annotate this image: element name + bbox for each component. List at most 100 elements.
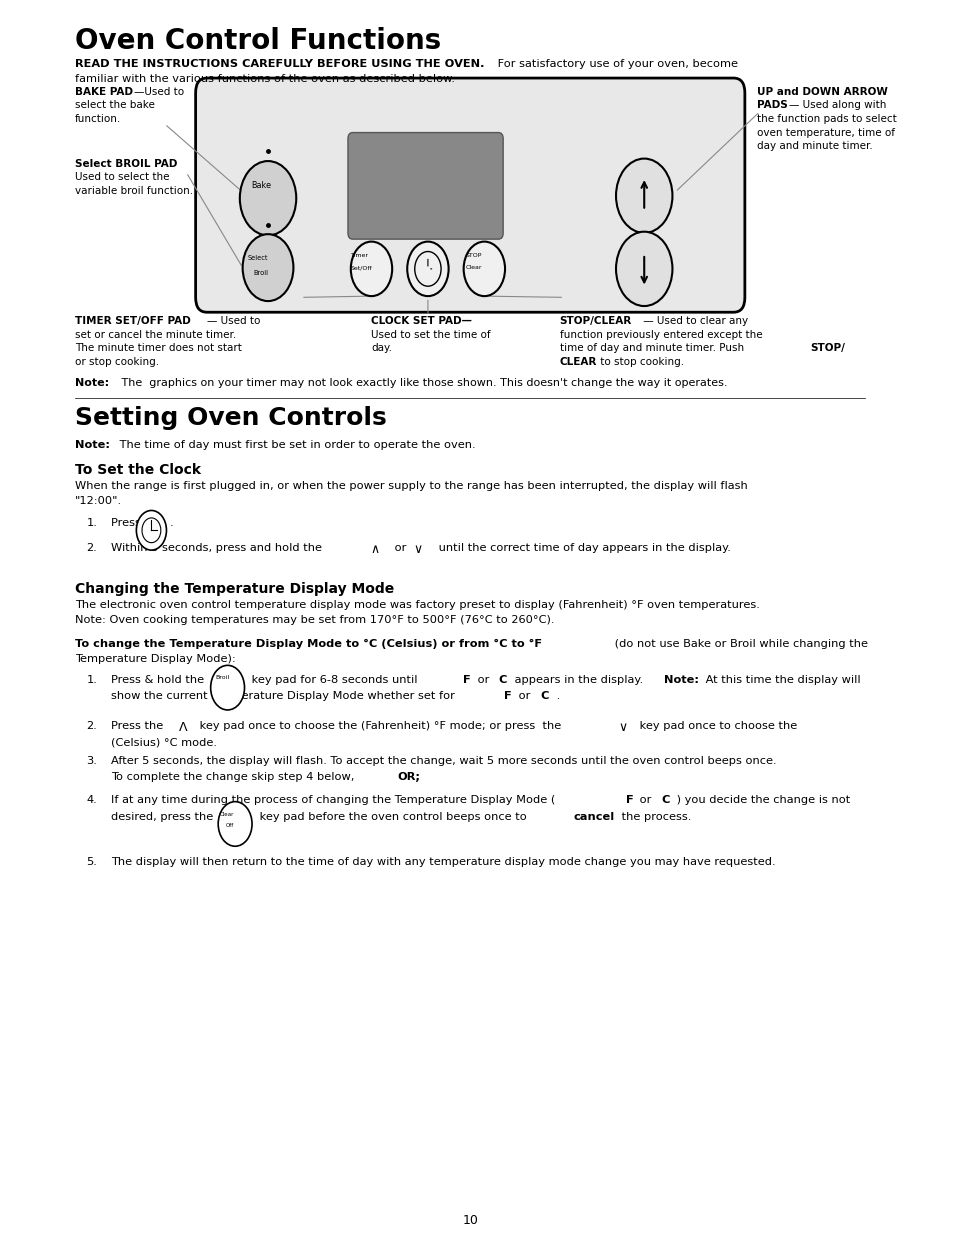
Text: oven temperature, time of: oven temperature, time of: [757, 128, 894, 138]
Text: key pad once to choose the (Fahrenheit) °F mode; or press  the: key pad once to choose the (Fahrenheit) …: [195, 721, 564, 731]
Text: BAKE PAD: BAKE PAD: [75, 87, 133, 97]
Text: Broil: Broil: [215, 675, 230, 680]
Text: ∧: ∧: [370, 543, 379, 555]
Circle shape: [239, 161, 296, 235]
Text: When the range is first plugged in, or when the power supply to the range has be: When the range is first plugged in, or w…: [75, 481, 747, 491]
Text: until the correct time of day appears in the display.: until the correct time of day appears in…: [434, 543, 730, 553]
Text: key pad once to choose the: key pad once to choose the: [635, 721, 796, 731]
Text: The electronic oven control temperature display mode was factory preset to displ: The electronic oven control temperature …: [75, 600, 760, 610]
Text: The time of day must first be set in order to operate the oven.: The time of day must first be set in ord…: [115, 440, 475, 450]
Text: TIMER SET/OFF PAD: TIMER SET/OFF PAD: [75, 316, 191, 326]
Text: 1.: 1.: [87, 518, 97, 528]
Text: Press: Press: [111, 518, 144, 528]
Text: set or cancel the minute timer.: set or cancel the minute timer.: [75, 330, 236, 339]
Circle shape: [407, 242, 448, 296]
Text: C: C: [497, 675, 506, 685]
Text: CLEAR: CLEAR: [559, 357, 597, 367]
Circle shape: [136, 510, 166, 550]
Text: .: .: [170, 518, 173, 528]
Text: key pad before the oven control beeps once to: key pad before the oven control beeps on…: [255, 812, 530, 821]
Text: To Set the Clock: To Set the Clock: [75, 463, 201, 477]
Text: The display will then return to the time of day with any temperature display mod: The display will then return to the time…: [111, 857, 775, 867]
Text: day.: day.: [371, 343, 392, 353]
Text: Λ: Λ: [178, 721, 187, 733]
Text: UP and DOWN ARROW: UP and DOWN ARROW: [757, 87, 887, 97]
Text: day and minute timer.: day and minute timer.: [757, 141, 872, 151]
Text: Note:: Note:: [663, 675, 699, 685]
Text: Within 5 seconds, press and hold the: Within 5 seconds, press and hold the: [111, 543, 325, 553]
Text: To complete the change skip step 4 below,: To complete the change skip step 4 below…: [111, 772, 357, 782]
Text: function.: function.: [75, 114, 121, 124]
Text: 5.: 5.: [87, 857, 97, 867]
Text: For satisfactory use of your oven, become: For satisfactory use of your oven, becom…: [494, 59, 737, 69]
Text: At this time the display will: At this time the display will: [700, 675, 860, 685]
Text: Press the: Press the: [111, 721, 167, 731]
Text: ∨: ∨: [618, 721, 627, 733]
Text: Timer: Timer: [351, 253, 369, 258]
Text: C: C: [540, 691, 549, 701]
Text: OR;: OR;: [397, 772, 420, 782]
Text: 3.: 3.: [87, 756, 97, 766]
Text: select the bake: select the bake: [75, 100, 155, 110]
Text: Bake: Bake: [251, 181, 271, 190]
Circle shape: [218, 802, 252, 846]
Circle shape: [211, 665, 244, 710]
Text: STOP/: STOP/: [809, 343, 843, 353]
Text: or: or: [635, 795, 654, 805]
Text: ) you decide the change is not: ) you decide the change is not: [673, 795, 850, 805]
Circle shape: [415, 252, 440, 286]
Text: (do not use Bake or Broil while changing the: (do not use Bake or Broil while changing…: [611, 639, 867, 649]
Text: familiar with the various functions of the oven as described below.: familiar with the various functions of t…: [75, 74, 455, 84]
Text: 2.: 2.: [87, 721, 97, 731]
Text: ∨: ∨: [414, 543, 422, 555]
Text: Broil: Broil: [253, 270, 268, 276]
Text: PADS: PADS: [757, 100, 787, 110]
Text: 10: 10: [462, 1214, 477, 1227]
Text: F: F: [503, 691, 512, 701]
Text: show the current Temperature Display Mode whether set for: show the current Temperature Display Mod…: [111, 691, 458, 701]
Text: or: or: [474, 675, 493, 685]
Text: — Used along with: — Used along with: [788, 100, 885, 110]
Text: desired, press the: desired, press the: [111, 812, 216, 821]
Text: or stop cooking.: or stop cooking.: [75, 357, 159, 367]
Circle shape: [242, 234, 294, 301]
Text: 4.: 4.: [87, 795, 97, 805]
Text: STOP/CLEAR: STOP/CLEAR: [559, 316, 631, 326]
Text: Used to select the: Used to select the: [75, 172, 170, 182]
Text: 1.: 1.: [87, 675, 97, 685]
Text: Off: Off: [226, 823, 233, 828]
Text: — Used to clear any: — Used to clear any: [639, 316, 748, 326]
Text: F: F: [462, 675, 470, 685]
Text: Set/Off: Set/Off: [351, 265, 372, 270]
Text: C: C: [660, 795, 669, 805]
Text: appears in the display.: appears in the display.: [510, 675, 646, 685]
Text: Note:: Note:: [75, 378, 110, 388]
Text: After 5 seconds, the display will flash. To accept the change, wait 5 more secon: After 5 seconds, the display will flash.…: [111, 756, 776, 766]
FancyBboxPatch shape: [195, 78, 744, 312]
Circle shape: [142, 518, 161, 543]
Text: time of day and minute timer. Push: time of day and minute timer. Push: [559, 343, 746, 353]
Text: Select: Select: [247, 255, 268, 261]
Circle shape: [463, 242, 504, 296]
Text: — Used to: — Used to: [207, 316, 260, 326]
Text: Changing the Temperature Display Mode: Changing the Temperature Display Mode: [75, 582, 395, 596]
Text: Setting Oven Controls: Setting Oven Controls: [75, 406, 387, 430]
Text: The  graphics on your timer may not look exactly like those shown. This doesn't : The graphics on your timer may not look …: [117, 378, 726, 388]
Text: Press & hold the: Press & hold the: [111, 675, 208, 685]
Circle shape: [616, 232, 672, 306]
Text: function previously entered except the: function previously entered except the: [559, 330, 761, 339]
Circle shape: [351, 242, 392, 296]
FancyBboxPatch shape: [348, 133, 502, 239]
Text: cancel: cancel: [573, 812, 615, 821]
Text: variable broil function.: variable broil function.: [75, 186, 193, 196]
Text: the function pads to select: the function pads to select: [757, 114, 896, 124]
Text: The minute timer does not start: The minute timer does not start: [75, 343, 242, 353]
Text: Select BROIL PAD: Select BROIL PAD: [75, 159, 177, 169]
Text: or: or: [515, 691, 534, 701]
Text: Note: Oven cooking temperatures may be set from 170°F to 500°F (76°C to 260°C).: Note: Oven cooking temperatures may be s…: [75, 615, 554, 624]
Text: F: F: [626, 795, 634, 805]
Text: Clear: Clear: [220, 812, 234, 817]
Text: key pad for 6-8 seconds until: key pad for 6-8 seconds until: [248, 675, 421, 685]
Text: Oven Control Functions: Oven Control Functions: [75, 27, 441, 56]
Text: To change the Temperature Display Mode to °C (Celsius) or from °C to °F: To change the Temperature Display Mode t…: [75, 639, 542, 649]
